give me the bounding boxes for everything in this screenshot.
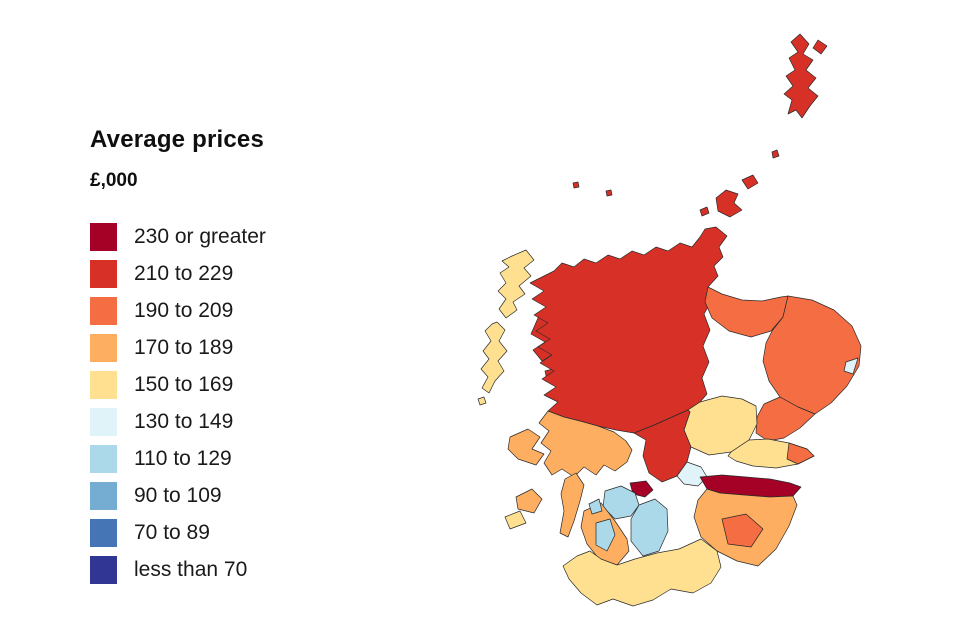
legend-item-label: 150 to 169 (134, 372, 234, 396)
legend-swatch (90, 407, 117, 436)
legend-swatch (90, 555, 117, 584)
legend-item: 90 to 109 (90, 477, 400, 514)
legend-swatch (90, 296, 117, 325)
legend-item: 110 to 129 (90, 440, 400, 477)
region-highland (529, 226, 728, 434)
legend-item-label: 90 to 109 (134, 483, 222, 507)
region-islay (515, 488, 543, 514)
legend-item: 170 to 189 (90, 329, 400, 366)
legend-subtitle: £,000 (90, 170, 138, 191)
legend-item: 190 to 209 (90, 292, 400, 329)
legend-title: Average prices (90, 126, 265, 153)
region-orkney-a (715, 189, 743, 218)
legend-item-label: 110 to 129 (134, 446, 232, 470)
region-kintyre (559, 472, 585, 538)
legend-item-label: 230 or greater (134, 224, 266, 248)
legend-item: less than 70 (90, 551, 400, 588)
region-arran (595, 518, 616, 552)
region-shetland-main (783, 33, 819, 119)
region-outer-hebrides-barra (477, 396, 487, 406)
region-orkney-b (741, 174, 759, 190)
region-fair-isle (771, 149, 780, 159)
region-aberdeen-city (843, 357, 859, 375)
region-shetland-ne-isle (812, 39, 828, 55)
region-lanarkshire (630, 498, 669, 557)
legend-item-label: 170 to 189 (134, 335, 234, 359)
region-jura (504, 510, 527, 530)
legend-item: 210 to 229 (90, 255, 400, 292)
region-islet-speck-1 (572, 181, 580, 189)
legend-item: 150 to 169 (90, 366, 400, 403)
legend-swatch (90, 333, 117, 362)
legend-item-label: 190 to 209 (134, 298, 234, 322)
legend-item-label: 130 to 149 (134, 409, 234, 433)
legend-item-label: 210 to 229 (134, 261, 234, 285)
legend-swatch (90, 444, 117, 473)
legend-swatch (90, 222, 117, 251)
legend-item-label: 70 to 89 (134, 520, 210, 544)
legend-item: 70 to 89 (90, 514, 400, 551)
region-bute (588, 498, 603, 515)
region-dumfries-galloway (562, 538, 722, 607)
region-outer-hebrides-uist (480, 321, 508, 394)
legend-swatch (90, 481, 117, 510)
region-islet-speck-2 (605, 189, 613, 197)
region-orkney-c (699, 206, 710, 217)
region-outer-hebrides-lewis (497, 249, 535, 319)
legend-swatch (90, 370, 117, 399)
legend-swatch (90, 259, 117, 288)
legend-swatch (90, 518, 117, 547)
legend: Average prices £,000 230 or greater 210 … (90, 126, 400, 588)
region-stirling (633, 409, 692, 483)
legend-item: 230 or greater (90, 218, 400, 255)
region-borders-inner (721, 513, 764, 548)
legend-item: 130 to 149 (90, 403, 400, 440)
legend-items: 230 or greater 210 to 229 190 to 209 170… (90, 218, 400, 588)
region-mull (507, 428, 545, 466)
region-fife-east (786, 442, 815, 465)
region-argyll (538, 410, 633, 478)
legend-item-label: less than 70 (134, 557, 248, 581)
